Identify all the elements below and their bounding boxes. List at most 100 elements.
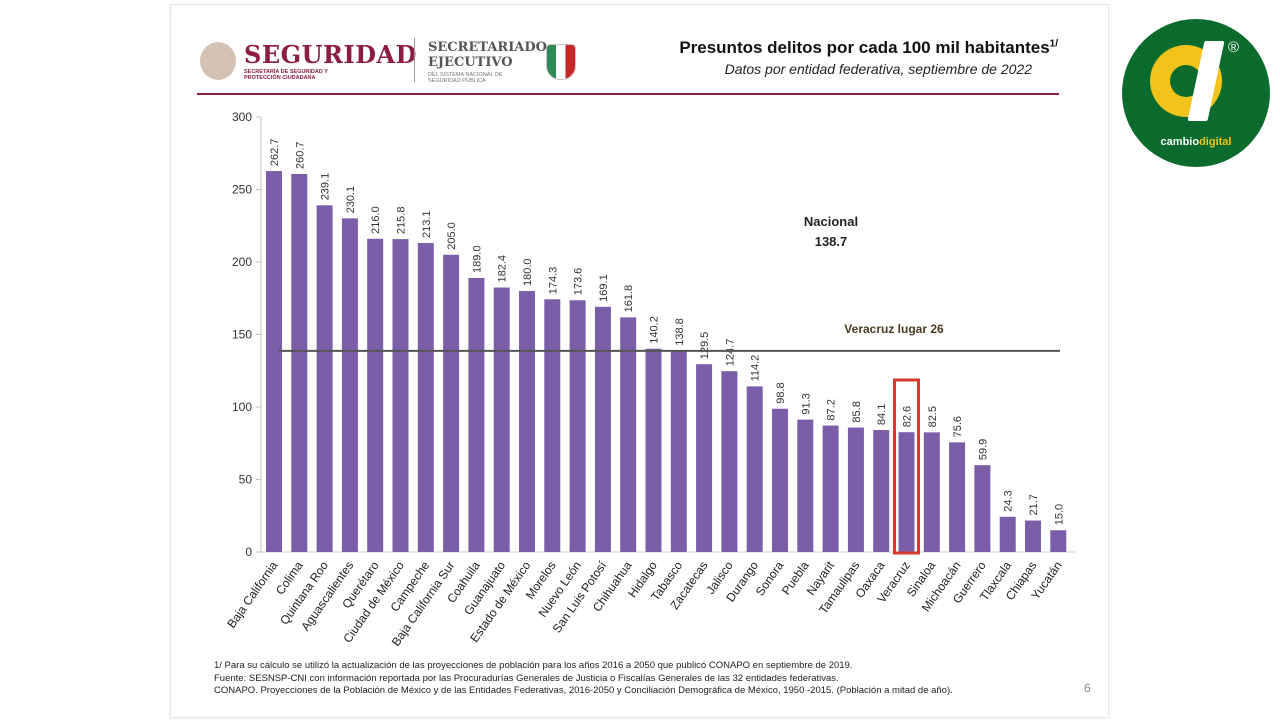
registered-mark: ® <box>1228 39 1240 56</box>
bar-tabasco <box>670 350 687 552</box>
bar-value-label: 216.0 <box>370 206 382 234</box>
bar-tlaxcala <box>999 516 1016 552</box>
bar-value-label: 82.5 <box>927 406 939 427</box>
bar-durango <box>746 386 763 552</box>
bar-value-label: 138.8 <box>674 318 686 346</box>
bar-value-label: 85.8 <box>851 401 863 422</box>
bar-chiapas <box>1025 520 1041 552</box>
seguridad-logo: SEGURIDAD SECRETARÍA DE SEGURIDAD Y PROT… <box>200 40 416 86</box>
bar-value-label: 21.7 <box>1028 494 1040 515</box>
secretariado-line1: SECRETARIADO <box>428 40 547 55</box>
bar-ciudad-de-m-xico <box>392 239 409 552</box>
bar-value-label: 114.2 <box>750 355 762 382</box>
bar-hidalgo <box>645 348 662 552</box>
bar-aguascalientes <box>341 218 358 553</box>
bar-quer-taro <box>367 238 384 553</box>
bar-value-label: 239.1 <box>320 173 332 201</box>
bar-value-label: 230.1 <box>345 186 357 214</box>
bar-value-label: 262.7 <box>269 139 281 167</box>
y-tick-label: 300 <box>232 110 252 124</box>
bar-value-label: 24.3 <box>1003 490 1015 511</box>
page-number: 6 <box>1084 681 1091 695</box>
bar-colima <box>291 173 308 553</box>
footnotes: 1/ Para su cálculo se utilizó la actuali… <box>214 660 1034 698</box>
bar-jalisco <box>721 371 738 552</box>
bar-puebla <box>797 419 814 552</box>
bar-guanajuato <box>493 287 510 552</box>
bar-value-label: 75.6 <box>952 416 964 437</box>
bar-value-label: 91.3 <box>800 393 812 414</box>
chart-title-text: Presuntos delitos por cada 100 mil habit… <box>679 38 1050 57</box>
y-tick-label: 200 <box>232 255 252 269</box>
bar-baja-california <box>266 171 282 552</box>
y-tick-label: 0 <box>245 545 252 559</box>
seguridad-title: SEGURIDAD <box>244 40 417 69</box>
footnote-conapo: CONAPO. Proyecciones de la Población de … <box>214 685 953 696</box>
bar-value-label: 59.9 <box>977 439 989 460</box>
y-tick-label: 150 <box>232 328 252 342</box>
sesnsp-emblem-icon <box>546 44 576 80</box>
y-tick-label: 50 <box>239 473 253 487</box>
cambio-digital-logo: ® cambiodigital <box>1122 19 1270 167</box>
bar-value-label: 180.0 <box>522 258 534 286</box>
bar-value-label: 213.1 <box>421 210 433 238</box>
bar-chihuahua <box>620 317 637 552</box>
bar-value-label: 182.4 <box>497 255 509 283</box>
bar-value-label: 87.2 <box>826 399 838 420</box>
bar-value-label: 169.1 <box>598 274 610 302</box>
bar-quintana-roo <box>316 205 333 552</box>
seguridad-subtitle: SECRETARÍA DE SEGURIDAD Y PROTECCIÓN CIU… <box>244 69 328 81</box>
bar-veracruz <box>898 432 915 552</box>
bar-sinaloa <box>923 432 940 552</box>
header-rule <box>197 93 1059 95</box>
y-tick-label: 100 <box>232 400 252 414</box>
coat-of-arms-icon <box>200 42 236 80</box>
national-label: Nacional <box>804 214 858 229</box>
bar-guerrero <box>974 465 991 552</box>
brand-suffix: digital <box>1199 136 1232 148</box>
bar-value-label: 215.8 <box>396 207 408 235</box>
footnote-source: Fuente: SESNSP-CNI con información repor… <box>214 672 839 684</box>
y-tick-label: 250 <box>232 183 252 197</box>
bar-nuevo-le-n <box>569 300 586 552</box>
logo-divider <box>414 38 415 82</box>
bar-michoac-n <box>949 442 966 552</box>
secretariado-subtitle: DEL SISTEMA NACIONAL DE SEGURIDAD PÚBLIC… <box>428 72 503 84</box>
bar-value-label: 174.3 <box>547 267 559 295</box>
bar-value-label: 161.8 <box>623 285 635 313</box>
bar-coahuila <box>468 277 485 552</box>
footnote-1: 1/ Para su cálculo se utilizó la actuali… <box>214 660 853 671</box>
bar-value-label: 129.5 <box>699 332 711 360</box>
bar-nayarit <box>822 425 839 552</box>
bar-sonora <box>772 408 788 552</box>
bar-yucat-n <box>1050 530 1067 552</box>
bar-value-label: 140.2 <box>649 316 661 344</box>
chart-subtitle: Datos por entidad federativa, septiembre… <box>724 61 1032 77</box>
bar-value-label: 82.6 <box>902 406 914 427</box>
bar-oaxaca <box>873 430 890 552</box>
bar-value-label: 205.0 <box>446 222 458 250</box>
x-category-label: Baja California <box>224 558 280 630</box>
secretariado-title: SECRETARIADO EJECUTIVO <box>428 40 547 70</box>
brand-prefix: cambio <box>1160 136 1200 148</box>
bar-san-luis-potos- <box>594 306 611 552</box>
bar-value-label: 15.0 <box>1053 504 1065 525</box>
veracruz-highlight-box <box>893 378 920 555</box>
secretariado-line2: EJECUTIVO <box>428 55 513 70</box>
brand-wordmark: cambiodigital <box>1122 136 1270 148</box>
bar-value-label: 260.7 <box>294 141 306 169</box>
bar-baja-california-sur <box>443 254 460 552</box>
bar-value-label: 173.6 <box>573 268 585 296</box>
national-value-label: 138.7 <box>815 234 848 249</box>
bar-value-label: 189.0 <box>471 245 483 273</box>
bar-tamaulipas <box>847 427 864 552</box>
chart-title: Presuntos delitos por cada 100 mil habit… <box>679 38 1058 58</box>
bar-value-label: 84.1 <box>876 404 888 425</box>
bar-value-label: 124.7 <box>724 339 736 367</box>
bar-estado-de-m-xico <box>519 291 535 552</box>
bar-zacatecas <box>696 364 713 552</box>
bar-morelos <box>544 299 561 552</box>
chart-title-footnote-mark: 1/ <box>1049 38 1058 50</box>
bar-campeche <box>417 243 434 552</box>
